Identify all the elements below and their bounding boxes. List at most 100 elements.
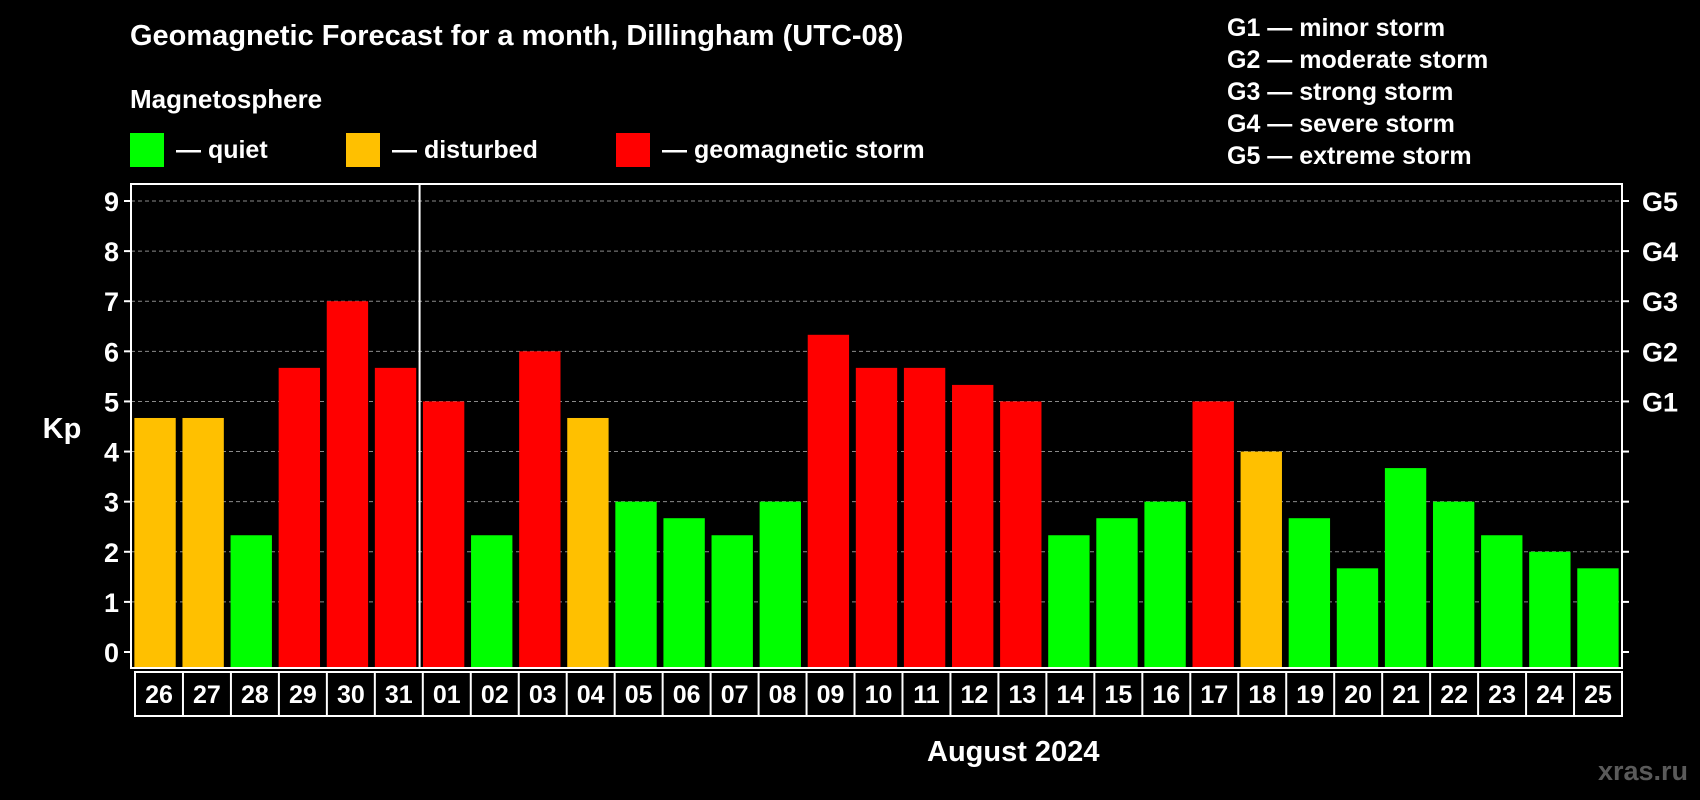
bar — [663, 518, 705, 668]
y-tick-label: 1 — [104, 588, 119, 618]
x-tick-label: 11 — [913, 681, 940, 709]
category-axis-box — [134, 671, 1623, 717]
x-tick-label: 19 — [1296, 681, 1324, 709]
legend-quiet-label: — quiet — [176, 135, 268, 164]
x-tick-label: 03 — [529, 681, 557, 709]
bar — [615, 501, 657, 668]
legend-subtitle: Magnetosphere — [130, 84, 323, 114]
legend-quiet: — quiet — [130, 133, 268, 167]
bar — [1481, 535, 1523, 668]
disturbed-swatch — [346, 133, 380, 167]
x-tick-label: 18 — [1248, 681, 1276, 709]
bar — [1336, 568, 1379, 668]
g-legend-item: G5 — extreme storm — [1227, 142, 1472, 170]
x-tick-label: 30 — [337, 681, 365, 709]
g-tick-label: G5 — [1642, 187, 1678, 217]
x-tick-label: 13 — [1008, 681, 1036, 709]
bar — [134, 417, 176, 668]
bar — [1432, 501, 1475, 668]
bar — [1240, 451, 1282, 668]
bar — [278, 367, 321, 668]
y-tick-label: 7 — [104, 287, 119, 317]
bar — [952, 384, 994, 668]
chart-title: Geomagnetic Forecast for a month, Dillin… — [130, 20, 904, 52]
watermark: xras.ru — [1597, 756, 1688, 786]
quiet-swatch — [130, 133, 164, 167]
y-tick-label: 6 — [104, 337, 119, 367]
bar — [1000, 401, 1042, 668]
bar — [855, 367, 898, 668]
x-tick-label: 07 — [721, 681, 749, 709]
y-tick-label: 5 — [104, 387, 119, 417]
legend-disturbed: — disturbed — [346, 133, 538, 167]
x-tick-label: 14 — [1056, 681, 1084, 709]
x-tick-label: 20 — [1344, 681, 1372, 709]
g-tick-label: G4 — [1642, 237, 1678, 267]
bar — [1192, 401, 1234, 668]
y-tick-label: 3 — [104, 488, 119, 518]
x-tick-label: 10 — [865, 681, 893, 709]
x-tick-label: 24 — [1536, 681, 1564, 709]
x-tick-label: 09 — [817, 681, 845, 709]
x-tick-label: 25 — [1584, 681, 1612, 709]
bar — [903, 367, 946, 668]
bar — [230, 535, 272, 668]
x-tick-label: 31 — [385, 681, 413, 709]
x-tick-label: 05 — [625, 681, 653, 709]
month-label: August 2024 — [927, 736, 1100, 768]
y-axis-label: Kp — [43, 413, 82, 445]
bar — [1048, 535, 1090, 668]
bar — [1288, 518, 1331, 668]
x-tick-label: 02 — [481, 681, 509, 709]
bar — [1577, 568, 1619, 668]
y-tick-label: 4 — [104, 438, 119, 468]
x-tick-label: 15 — [1104, 681, 1132, 709]
y-tick-label: 8 — [104, 237, 119, 267]
x-tick-label: 16 — [1152, 681, 1180, 709]
x-tick-label: 27 — [193, 681, 221, 709]
x-tick-label: 23 — [1488, 681, 1516, 709]
bar — [326, 301, 369, 668]
bar — [1529, 551, 1571, 668]
y-tick-label: 2 — [104, 538, 119, 568]
g-legend-item: G4 — severe storm — [1227, 110, 1455, 138]
storm-swatch — [616, 133, 650, 167]
bar — [519, 351, 561, 668]
g-legend-item: G1 — minor storm — [1227, 14, 1446, 42]
x-tick-label: 22 — [1440, 681, 1468, 709]
x-tick-label: 08 — [769, 681, 797, 709]
g-tick-label: G3 — [1642, 287, 1678, 317]
g-tick-label: G2 — [1642, 337, 1678, 367]
y-tick-label: 9 — [104, 187, 119, 217]
y-tick-label: 0 — [104, 638, 119, 668]
x-tick-label: 04 — [577, 681, 605, 709]
bar — [759, 501, 801, 668]
bar — [471, 535, 513, 668]
g-legend-item: G2 — moderate storm — [1227, 46, 1489, 74]
bar — [1096, 518, 1138, 668]
x-tick-label: 06 — [673, 681, 701, 709]
bar — [567, 417, 609, 668]
g-tick-label: G1 — [1642, 387, 1678, 417]
legend-storm: — geomagnetic storm — [616, 133, 925, 167]
bar — [1384, 468, 1427, 668]
x-tick-label: 28 — [241, 681, 269, 709]
bar — [422, 401, 465, 668]
plot-frame — [130, 183, 1623, 669]
bar — [711, 535, 753, 668]
x-tick-label: 21 — [1392, 681, 1420, 709]
bar — [374, 367, 417, 668]
bar — [807, 334, 850, 668]
legend-disturbed-label: — disturbed — [392, 135, 538, 164]
g-scale-legend: G1 — minor storm G2 — moderate storm G3 … — [1227, 12, 1488, 172]
bar — [182, 417, 224, 668]
g-legend-item: G3 — strong storm — [1227, 78, 1454, 106]
x-tick-label: 26 — [145, 681, 173, 709]
x-tick-label: 12 — [961, 681, 989, 709]
bar — [1144, 501, 1186, 668]
x-tick-label: 17 — [1200, 681, 1228, 709]
x-tick-label: 01 — [433, 681, 461, 709]
x-tick-label: 29 — [289, 681, 317, 709]
legend-storm-label: — geomagnetic storm — [662, 135, 925, 164]
